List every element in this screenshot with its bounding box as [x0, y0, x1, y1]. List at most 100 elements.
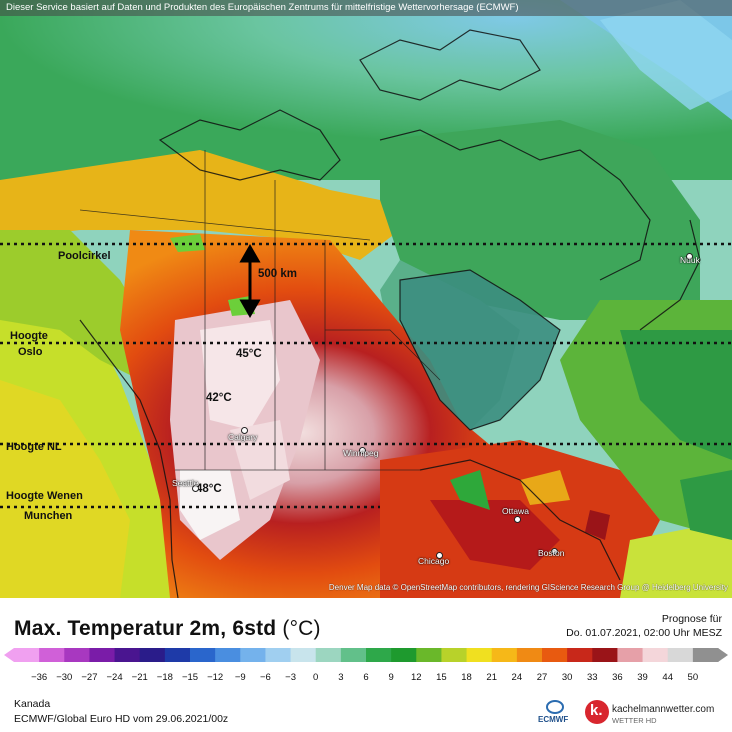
- scale-tick-label: 44: [662, 672, 673, 683]
- scale-swatch: [64, 648, 90, 662]
- scale-swatch: [366, 648, 392, 662]
- scale-tick-label: −12: [207, 672, 224, 683]
- city-winnipeg: Winnipeg: [343, 448, 379, 458]
- brand-name[interactable]: kachelmannwetter.com: [612, 704, 715, 715]
- scale-tick-label: −3: [285, 672, 296, 683]
- scale-swatch: [667, 648, 694, 662]
- city-marker-nuuk: [686, 253, 693, 260]
- city-marker-calgary: [241, 427, 248, 434]
- label-hoogte-oslo-line1: Hoogte: [10, 330, 48, 342]
- scale-swatch: [89, 648, 116, 662]
- city-nuuk: Nuuk: [680, 255, 700, 265]
- color-scale-bar: [4, 648, 728, 662]
- label-hoogte-wenen-line2: Munchen: [24, 510, 73, 522]
- service-notice: Dieser Service basiert auf Daten und Pro…: [0, 0, 732, 16]
- city-marker-boston: [551, 548, 558, 555]
- scale-tick-label: 39: [637, 672, 648, 683]
- temp-label-42: 42°C: [206, 392, 232, 404]
- scale-swatch: [290, 648, 317, 662]
- scale-tick-label: −30: [56, 672, 73, 683]
- scale-swatch: [617, 648, 644, 662]
- scale-tick-label: 0: [313, 672, 319, 683]
- ecmwf-logo[interactable]: ECMWF: [538, 700, 574, 728]
- scale-swatch: [466, 648, 493, 662]
- scale-swatch: [340, 648, 367, 662]
- city-marker-ottawa: [514, 516, 521, 523]
- map-attribution: Denver Map data © OpenStreetMap contribu…: [328, 583, 728, 592]
- region-label: Kanada: [14, 698, 51, 710]
- scale-tick-label: −21: [131, 672, 148, 683]
- scale-swatch: [114, 648, 141, 662]
- scale-swatch: [592, 648, 618, 662]
- scale-tick-label: −15: [181, 672, 199, 683]
- legend-footer: [0, 598, 732, 732]
- map-title-unit: (°C): [282, 617, 321, 640]
- city-boston: Boston: [538, 548, 565, 558]
- scale-tick-label: 30: [561, 672, 573, 683]
- scale-tick-label: −18: [156, 672, 173, 683]
- scale-tick-label: 18: [461, 672, 472, 683]
- scale-swatch: [240, 648, 266, 662]
- scale-swatch: [441, 648, 468, 662]
- forecast-datetime: Do. 01.07.2021, 02:00 Uhr MESZ: [566, 627, 722, 639]
- forecast-label: Prognose für: [661, 613, 722, 625]
- city-seattle: Seattle: [172, 478, 199, 488]
- scale-swatch: [491, 648, 518, 662]
- scale-tick-label: 3: [338, 672, 344, 683]
- brand-subtitle: WETTER HD: [612, 716, 657, 725]
- label-poolcirkel: Poolcirkel: [58, 250, 111, 262]
- label-hoogte-wenen-line1: Hoogte Wenen: [6, 490, 83, 502]
- scale-swatch: [391, 648, 417, 662]
- scale-tick-label: 12: [410, 672, 422, 683]
- model-run-label: ECMWF/Global Euro HD vom 29.06.2021/00z: [14, 713, 229, 725]
- scale-swatch: [542, 648, 568, 662]
- scale-tick-label: 27: [536, 672, 548, 683]
- scale-tick-label: 6: [363, 672, 369, 683]
- map-title: Max. Temperatur 2m, 6std (°C): [14, 617, 321, 641]
- scale-tick-label: 36: [612, 672, 623, 683]
- scale-swatch: [164, 648, 191, 662]
- scale-swatch: [315, 648, 342, 662]
- temp-label-48: 48°C: [196, 483, 222, 495]
- scale-tick-label: 24: [511, 672, 523, 683]
- scale-tick-label: −9: [234, 672, 246, 683]
- city-marker-winnipeg: [359, 447, 366, 454]
- city-marker-seattle: [192, 485, 199, 492]
- scale-swatch: [567, 648, 593, 662]
- city-chicago: Chicago: [418, 556, 450, 566]
- map-canvas: [0, 0, 732, 598]
- scale-swatch: [14, 648, 40, 662]
- map-title-main: Max. Temperatur 2m, 6std: [14, 617, 277, 640]
- ecmwf-logo-text: ECMWF: [538, 715, 569, 724]
- scale-swatch: [416, 648, 442, 662]
- kachelmann-logo-icon[interactable]: k.: [585, 700, 609, 724]
- scale-tick-label: −24: [106, 672, 123, 683]
- distance-label: 500 km: [258, 268, 298, 280]
- scale-swatch: [265, 648, 292, 662]
- scale-tick-label: −6: [260, 672, 271, 683]
- label-hoogte-nl: Hoogte NL: [6, 441, 62, 453]
- scale-tick-label: 9: [388, 672, 394, 683]
- scale-swatch: [190, 648, 216, 662]
- scale-tick-label: 50: [687, 672, 699, 683]
- city-ottawa: Ottawa: [502, 506, 529, 516]
- weather-map[interactable]: Dieser Service basiert auf Daten und Pro…: [0, 0, 732, 598]
- scale-tick-label: −36: [31, 672, 48, 683]
- scale-arrow-left: [4, 648, 14, 662]
- scale-swatch: [642, 648, 669, 662]
- scale-tick-label: −27: [81, 672, 98, 683]
- city-calgary: Calgary: [228, 432, 258, 442]
- scale-swatch: [39, 648, 65, 662]
- city-marker-chicago: [436, 552, 443, 559]
- scale-swatch: [215, 648, 241, 662]
- scale-tick-label: 33: [586, 672, 598, 683]
- scale-swatch: [692, 648, 719, 662]
- service-notice-text: Dieser Service basiert auf Daten und Pro…: [6, 2, 519, 13]
- scale-swatch: [139, 648, 166, 662]
- label-hoogte-oslo-line2: Oslo: [18, 346, 43, 358]
- scale-arrow-right: [718, 648, 728, 662]
- scale-tick-label: 21: [486, 672, 497, 683]
- temp-label-45: 45°C: [236, 348, 262, 360]
- ecmwf-ring-icon: [546, 700, 564, 714]
- scale-tick-label: 15: [436, 672, 447, 683]
